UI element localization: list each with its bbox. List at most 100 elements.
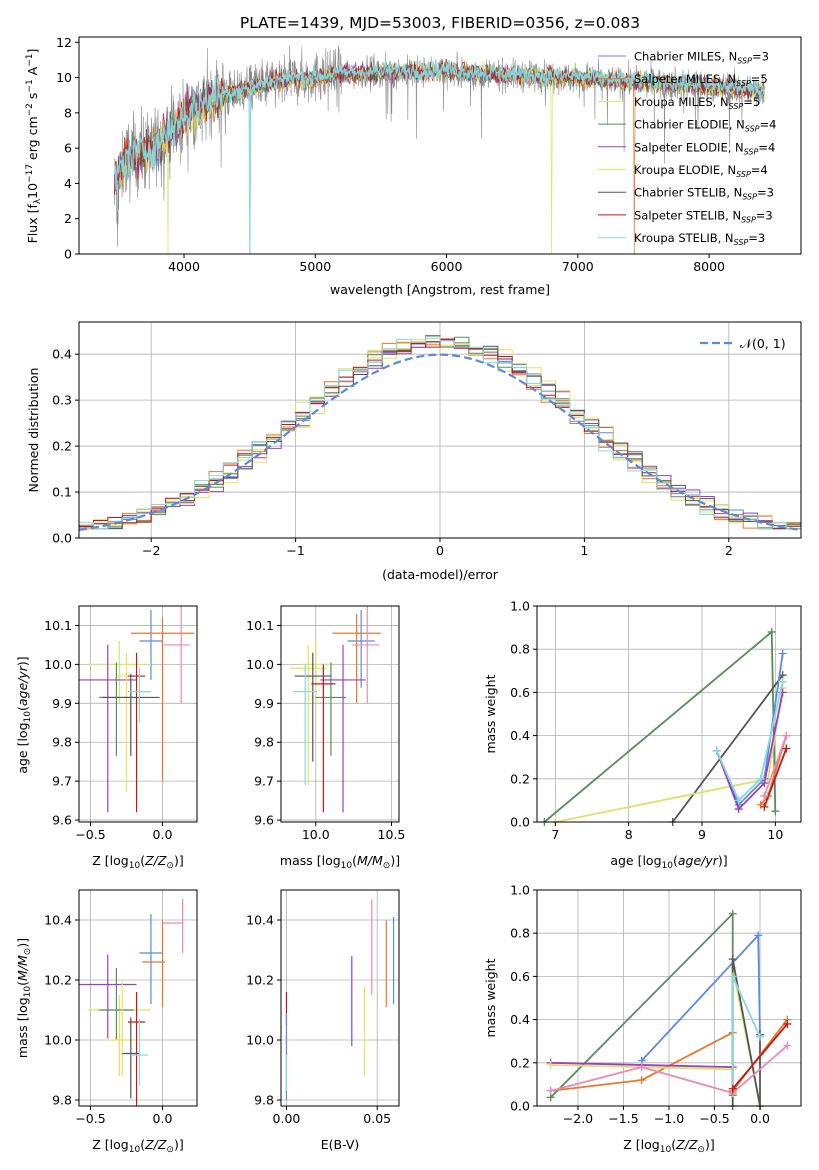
y-tick-label: 0.4: [52, 347, 72, 362]
plot-area: [281, 606, 399, 822]
y-tick-label: 0.2: [510, 771, 530, 786]
weight-marker: [734, 805, 743, 814]
weight-marker: [637, 1076, 646, 1085]
y-tick-label: 9.6: [254, 813, 274, 828]
y-tick-label: 10.0: [246, 1033, 274, 1048]
x-tick-label: −1: [286, 543, 304, 558]
weight-marker: [728, 972, 737, 981]
weight-marker: [760, 792, 769, 801]
y-tick-label: 0.2: [52, 439, 72, 454]
axes-frame: [280, 889, 400, 1107]
y-tick-label: 0.3: [52, 393, 72, 408]
y-tick-label: 8: [64, 105, 72, 120]
legend-label: Kroupa STELIB, NSSP=3: [634, 231, 765, 247]
weight-marker: [783, 1019, 792, 1028]
x-tick-label: 1: [580, 543, 588, 558]
y-tick-label: 9.8: [52, 735, 72, 750]
weight-line: [671, 674, 784, 823]
y-axis-label: mass weight: [483, 958, 498, 1037]
y-tick-label: 0.1: [52, 485, 72, 500]
plot-area: [537, 606, 801, 822]
y-tick-label: 1.0: [510, 883, 530, 898]
weight-marker: [637, 1063, 646, 1072]
legend-label: Kroupa ELODIE, NSSP=4: [634, 163, 768, 179]
x-tick-label: 9: [698, 827, 706, 842]
weight-marker: [760, 779, 769, 788]
plot-content: [79, 606, 195, 813]
weight-marker: [771, 807, 780, 816]
y-tick-label: 0.0: [52, 531, 72, 546]
y-tick-label: 10.0: [44, 1033, 72, 1048]
weight-marker: [728, 1084, 737, 1093]
axes-frame: [78, 36, 802, 255]
plot-content: [290, 606, 381, 813]
x-axis-label: (data-model)/error: [382, 567, 499, 582]
y-tick-label: 9.8: [52, 1093, 72, 1108]
y-tick-label: 0.0: [510, 1099, 530, 1114]
weight-marker: [754, 931, 763, 940]
plot-content: [78, 335, 802, 531]
x-axis-label: Z [log10(Z/Z⊙)]: [92, 1137, 183, 1155]
plot-content: [113, 44, 765, 255]
y-tick-label: 0.8: [510, 926, 530, 941]
gaussian-curve: [78, 353, 802, 531]
axes-frame: [280, 605, 400, 823]
spectrum-panel: 4000 5000 6000 7000 8000 0 2 4 6 8 10 12 wavelength …: [25, 35, 802, 297]
y-tick-label: 12: [56, 35, 72, 50]
y-tick-label: 10.4: [44, 913, 72, 928]
legend-label: Salpeter STELIB, NSSP=3: [634, 208, 773, 224]
y-tick-label: 9.7: [254, 774, 274, 789]
y-tick-label: 10.2: [246, 973, 274, 988]
weight-marker: [728, 909, 737, 918]
legend-label: Chabrier STELIB, NSSP=3: [634, 186, 774, 202]
y-tick-label: 10.0: [44, 657, 72, 672]
y-tick-label: 9.6: [52, 813, 72, 828]
weight-line: [763, 735, 788, 797]
x-tick-label: 10.5: [378, 827, 406, 842]
plot-area: [79, 606, 197, 822]
weight-line: [715, 692, 784, 811]
plot-content: [285, 899, 395, 1100]
weight-line: [550, 1044, 788, 1094]
x-tick-label: 10: [767, 827, 783, 842]
y-tick-label: 6: [64, 141, 72, 156]
hist-kroupa-stelib: [79, 336, 801, 530]
y-tick-label: 10.4: [246, 913, 274, 928]
weight-marker: [782, 731, 791, 740]
y-tick-label: 0.4: [510, 1012, 530, 1027]
y-tick-label: 9.8: [254, 1093, 274, 1108]
y-tick-label: 0.4: [510, 728, 530, 743]
x-tick-label: 7000: [562, 259, 594, 274]
weight-marker: [756, 1032, 765, 1041]
y-tick-label: 0.6: [510, 969, 530, 984]
y-axis-label: age [log10(age/yr)]: [15, 656, 33, 773]
y-tick-label: 4: [64, 176, 72, 191]
y-tick-label: 10.0: [246, 657, 274, 672]
charts: 4000 5000 6000 7000 8000024681012wavelength …: [15, 35, 802, 1155]
plot-area: [79, 890, 197, 1106]
x-tick-label: 0.0: [153, 1111, 173, 1126]
x-axis-label: Z [log10(Z/Z⊙)]: [92, 853, 183, 871]
weight-marker: [734, 796, 743, 805]
x-axis-label: mass [log10(M/M⊙)]: [280, 853, 400, 871]
legend-label: Salpeter ELODIE, NSSP=4: [634, 140, 775, 156]
y-tick-label: 10.2: [44, 973, 72, 988]
weight-marker: [782, 744, 791, 753]
x-tick-label: 0.0: [153, 827, 173, 842]
x-axis-label: E(B-V): [321, 1137, 360, 1152]
legend-label: Chabrier ELODIE, NSSP=4: [634, 118, 776, 134]
x-tick-label: −0.5: [75, 827, 105, 842]
weight-marker: [756, 774, 765, 783]
weight-line: [732, 1023, 788, 1090]
weight-line: [715, 681, 784, 802]
plot-area: [281, 890, 399, 1106]
x-tick-label: 0.0: [750, 1111, 770, 1126]
mass-weight-vs-age-panel: 7 8 9 10 0.0 0.2 0.4 0.6 0.8 1.0 age [log10(age/yr…: [483, 599, 802, 871]
x-axis-label: wavelength [Angstrom, rest frame]: [330, 282, 550, 297]
y-tick-label: 0.2: [510, 1055, 530, 1070]
age-vs-metallicity-panel: −0.5 0.0 9.6 9.7 9.8 9.9 10.0 10.1 Z [log10(Z/Z⊙…: [15, 605, 198, 871]
mass-vs-metallicity-panel: −0.5 0.0 9.8 10.0 10.2 10.4 Z [log10(Z/Z⊙)] mas…: [15, 889, 198, 1155]
legend-label: 𝒩(0, 1): [740, 336, 786, 351]
y-axis-label: Normed distribution: [26, 368, 41, 493]
y-tick-label: 9.8: [254, 735, 274, 750]
